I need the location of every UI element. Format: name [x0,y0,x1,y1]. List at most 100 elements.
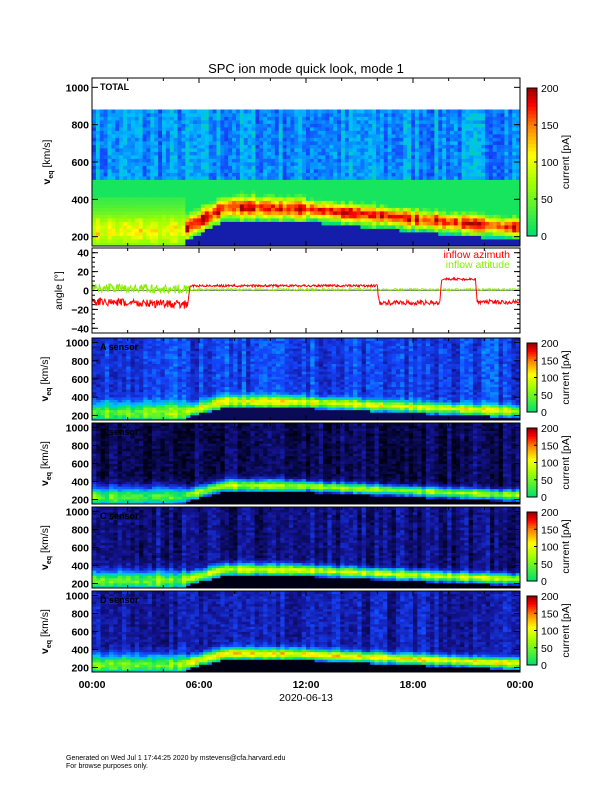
spectrogram-cell [322,236,326,240]
spectrogram-cell [337,204,341,208]
spectrogram-cell [345,155,349,159]
spectrogram-cell [349,120,353,124]
spectrogram-cell [314,187,318,191]
spectrogram-cell [423,173,427,177]
colorbar-tick-label: 150 [541,120,559,132]
spectrogram-cell [252,201,256,205]
spectrogram-cell [213,225,217,229]
spectrogram-cell [314,201,318,205]
spectrogram-cell [481,222,485,226]
spectrogram-cell [244,222,248,226]
spectrogram-cell [473,162,477,166]
spectrogram-cell [170,166,174,170]
spectrogram-cell [131,152,135,156]
spectrogram-cell [96,162,100,166]
spectrogram-cell [174,187,178,191]
spectrogram-cell [185,127,189,131]
spectrogram-cell [244,162,248,166]
spectrogram-cell [148,415,153,418]
spectrogram-cell [462,124,466,128]
spectrogram-cell [403,183,407,187]
spectrogram-cell [170,117,174,121]
spectrogram-cell [442,152,446,156]
spectrogram-cell [193,155,197,159]
spectrogram-cell [154,166,158,170]
spectrogram-cell [178,215,182,219]
spectrogram-cell [434,180,438,184]
spectrogram-cell [508,176,512,180]
spectrogram-cell [388,197,392,201]
spectrogram-cell [481,239,485,243]
spectrogram-cell [364,211,368,215]
spectrogram-cell [357,236,361,240]
spectrogram-cell [240,148,244,152]
spectrogram-cell [345,159,349,163]
spectrogram-cell [189,148,193,152]
spectrogram-cell [341,215,345,219]
spectrogram-cell [415,211,419,215]
spectrogram-cell [380,239,384,243]
spectrogram-cell [143,374,148,377]
spectrogram-cell [290,120,294,124]
spectrogram-cell [174,155,178,159]
spectrogram-cell [248,197,252,201]
spectrogram-cell [427,215,431,219]
spectrogram-cell [438,127,442,131]
spectrogram-cell [493,180,497,184]
spectrogram-cell [236,222,240,226]
spectrogram-cell [109,376,114,379]
spectrogram-cell [217,236,221,240]
spectrogram-cell [434,134,438,138]
spectrogram-cell [248,190,252,194]
spectrogram-cell [96,369,101,372]
spectrogram-cell [201,225,205,229]
spectrogram-cell [501,180,505,184]
spectrogram-cell [473,155,477,159]
spectrogram-cell [298,222,302,226]
spectrogram-cell [135,389,140,392]
spectrogram-cell [442,148,446,152]
spectrogram-cell [201,201,205,205]
spectrogram-cell [497,159,501,163]
spectrogram-cell [259,138,263,142]
spectrogram-cell [185,229,189,233]
spectrogram-cell [504,208,508,212]
spectrogram-cell [127,113,131,117]
spectrogram-cell [442,131,446,135]
spectrogram-cell [154,211,158,215]
spectrogram-cell [290,239,294,243]
spectrogram-cell [333,180,337,184]
spectrogram-cell [248,117,252,121]
spectrogram-cell [290,145,294,149]
spectrogram-cell [329,148,333,152]
spectrogram-cell [512,169,516,173]
spectrogram-cell [512,138,516,142]
spectrogram-cell [131,218,135,222]
spectrogram-cell [353,110,357,114]
spectrogram-cell [92,343,97,346]
spectrogram-cell [165,359,170,362]
spectrogram-cell [189,120,193,124]
spectrogram-cell [489,169,493,173]
spectrogram-cell [143,211,147,215]
spectrogram-cell [279,138,283,142]
spectrogram-cell [139,134,143,138]
spectrogram-cell [357,131,361,135]
spectrogram-cell [115,127,119,131]
spectrogram-cell [178,113,182,117]
spectrogram-cell [113,397,118,400]
spectrogram-cell [376,225,380,229]
spectrogram-cell [263,138,267,142]
spectrogram-cell [314,162,318,166]
spectrogram-cell [271,218,275,222]
spectrogram-cell [504,159,508,163]
spectrogram-cell [252,110,256,114]
spectrogram-cell [481,134,485,138]
spectrogram-cell [497,110,501,114]
spectrogram-cell [122,379,127,382]
spectrogram-cell [493,232,497,236]
spectrogram-cell [345,173,349,177]
spectrogram-cell [156,407,161,410]
spectrogram-cell [162,110,166,114]
spectrogram-cell [244,194,248,198]
